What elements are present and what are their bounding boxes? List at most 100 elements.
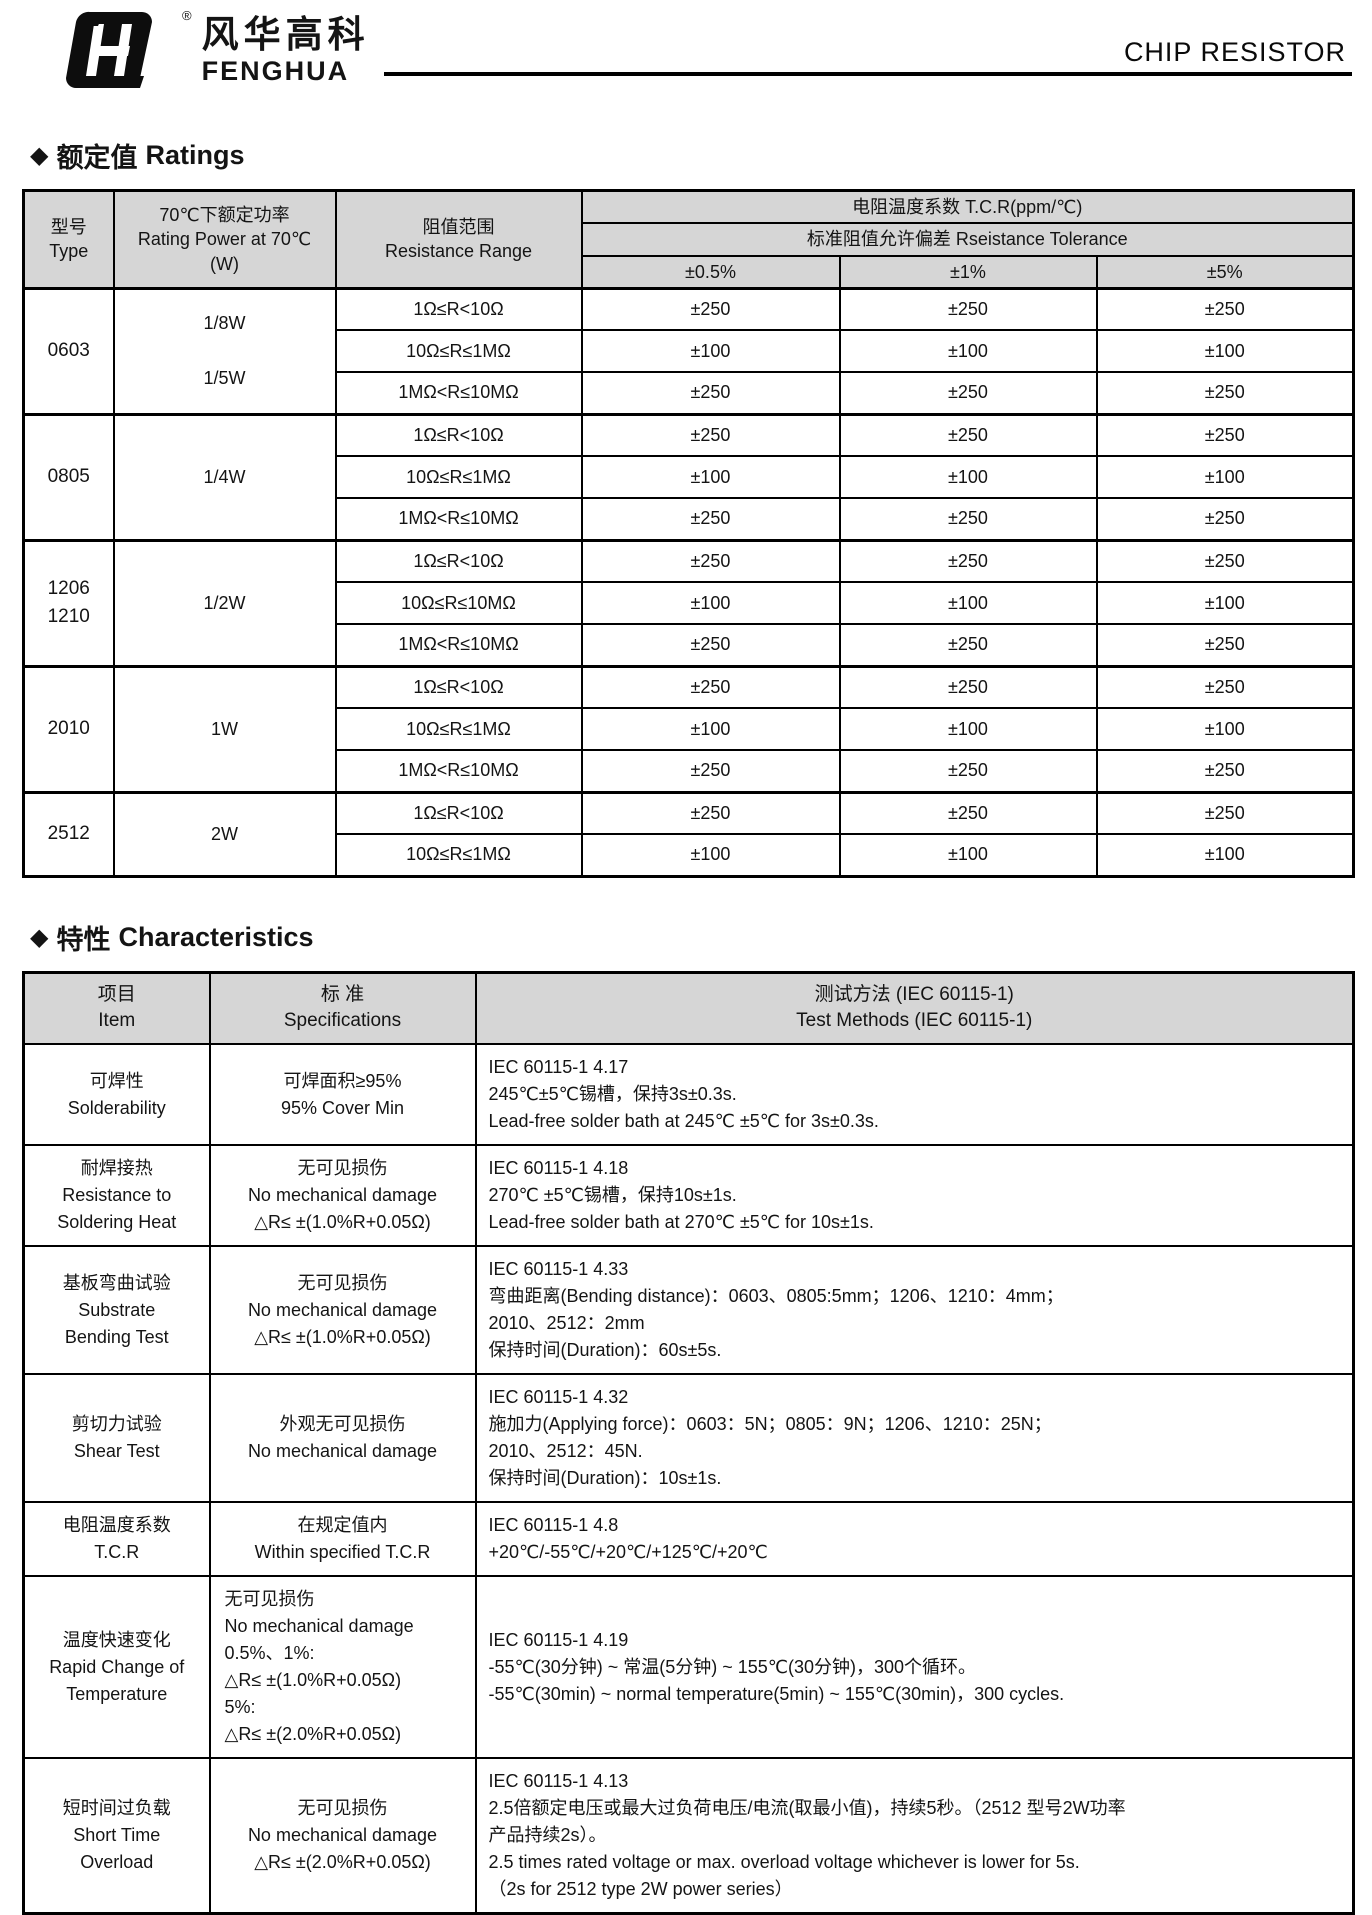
ratings-row: 2512 2W 1Ω≤R<10Ω ±250 ±250 ±250 (22, 790, 1355, 878)
characteristic-item-cell: 可焊性 Solderability (22, 1043, 211, 1147)
ratings-row: 10Ω≤R≤1MΩ ±100 ±100 ±100 (24, 833, 1355, 878)
text-line: T.C.R (94, 1542, 140, 1563)
characteristic-item-cell: 耐焊接热 Resistance to Soldering Heat (22, 1144, 211, 1248)
text-line: 可焊面积≥95% (283, 1070, 402, 1091)
col-header-tol-5: ±5% (1095, 254, 1355, 290)
ratings-row: 1MΩ<R≤10MΩ ±250 ±250 ±250 (24, 749, 1355, 794)
col-header-range: 阻值范围 Resistance Range (334, 189, 583, 290)
ratings-type-cell: 2010 (22, 664, 115, 794)
text-line: 2W (211, 823, 238, 844)
characteristic-spec-cell: 外观无可见损伤 No mechanical damage (208, 1373, 477, 1504)
text-line: 耐焊接热 (80, 1158, 153, 1179)
ratings-tolerance-cell: ±250 (838, 749, 1098, 794)
col-header-tcr: 电阻温度系数 T.C.R(ppm/℃) (580, 189, 1355, 225)
characteristic-spec-cell: 无可见损伤 No mechanical damage △R≤ ±(1.0%R+0.0… (208, 1144, 477, 1248)
text-line: 施加力(Applying force)：0603：5N；0805：9N；1206… (488, 1414, 1052, 1435)
ratings-tolerance-cell: ±250 (838, 286, 1098, 332)
text-line: 0805 (47, 465, 90, 487)
ratings-tolerance-cell: ±250 (1095, 497, 1355, 542)
text-line: 0603 (47, 339, 90, 361)
ratings-header-row-1: 型号 Type 70℃下额定功率 Rating Power at 70℃ (W)… (22, 189, 1355, 290)
ratings-type-cell: 0603 (22, 286, 115, 416)
text-line: 2.5 times rated voltage or max. overload… (488, 1852, 1080, 1873)
ratings-tolerance-cell: ±250 (580, 790, 841, 836)
ratings-tolerance-cell: ±100 (1095, 833, 1355, 878)
text-line: △R≤ ±(2.0%R+0.05Ω) (254, 1852, 431, 1873)
characteristics-row: 电阻温度系数 T.C.R 在规定值内 Within specified T.C.R IE… (22, 1501, 1355, 1578)
ratings-tolerance-cell: ±100 (580, 581, 841, 626)
ratings-tolerance-cell: ±250 (1095, 623, 1355, 668)
text-line: 2010、2512：45N. (488, 1441, 643, 1462)
text-line: 1W (211, 718, 238, 739)
ratings-header-row-3: ±0.5% ±1% ±5% (24, 254, 1355, 290)
ratings-tolerance-cell: ±100 (580, 329, 841, 374)
text-line: IEC 60115-1 4.19 (488, 1629, 629, 1650)
registered-mark: ® (182, 8, 192, 23)
text-line: Resistance to (62, 1185, 172, 1206)
text-line: 1/5W (203, 368, 246, 389)
col-header-test: 测试方法 (IEC 60115-1) Test Methods (IEC 601… (474, 971, 1355, 1046)
characteristics-title-en: Characteristics (118, 921, 314, 952)
text-line: IEC 60115-1 4.18 (488, 1158, 629, 1179)
text-line: 可焊性 (89, 1070, 144, 1091)
ratings-type-cell: 1206 1210 (22, 538, 115, 668)
col-header-power: 70℃下额定功率 Rating Power at 70℃ (W) (112, 189, 337, 290)
ratings-body: 0603 1/8W 1/5W 1Ω≤R<10Ω ±250 ±250 ±250 10Ω≤R≤1M… (22, 286, 1355, 878)
ratings-row: 10Ω≤R≤1MΩ ±100 ±100 ±100 (24, 707, 1355, 752)
text-line: IEC 60115-1 4.8 (488, 1515, 619, 1536)
text-line: 弯曲距离(Bending distance)：0603、0805:5mm；120… (488, 1286, 1064, 1307)
text-line: Solderability (67, 1097, 166, 1118)
col-header-tol-1: ±1% (838, 254, 1098, 290)
text-line: 0.5%、1%: (224, 1643, 315, 1664)
ratings-tolerance-cell: ±250 (1095, 749, 1355, 794)
ratings-range-cell: 10Ω≤R≤1MΩ (334, 707, 583, 752)
col-header-item: 项目 Item (22, 971, 211, 1046)
ratings-row: 1MΩ<R≤10MΩ ±250 ±250 ±250 (24, 623, 1355, 668)
ratings-title-cn: 额定值 (56, 143, 138, 173)
text-line: IEC 60115-1 4.13 (488, 1771, 629, 1792)
text-line: Temperature (66, 1683, 168, 1704)
text-line: +20℃/-55℃/+20℃/+125℃/+20℃ (488, 1542, 768, 1563)
text-line: △R≤ ±(1.0%R+0.05Ω) (254, 1326, 431, 1347)
characteristic-test-cell: IEC 60115-1 4.19 -55℃(30分钟) ~ 常温(5分钟) ~ 1… (474, 1575, 1355, 1760)
ratings-range-cell: 10Ω≤R≤1MΩ (334, 329, 583, 374)
ratings-power-cell: 1W (112, 664, 337, 794)
text-line: 无可见损伤 (224, 1589, 315, 1610)
ratings-range-cell: 1MΩ<R≤10MΩ (334, 371, 583, 416)
characteristic-item-cell: 电阻温度系数 T.C.R (22, 1501, 211, 1578)
text-line: Short Time (73, 1825, 161, 1846)
text-line: Soldering Heat (57, 1212, 177, 1233)
characteristics-row: 基板弯曲试验 Substrate Bending Test 无可见损伤 No mecha… (22, 1245, 1355, 1376)
text-line: 1210 (47, 606, 90, 628)
characteristic-spec-cell: 无可见损伤 No mechanical damage △R≤ ±(2.0%R+0.0… (208, 1757, 477, 1915)
ratings-range-cell: 10Ω≤R≤1MΩ (334, 833, 583, 878)
text-line: 无可见损伤 (297, 1798, 388, 1819)
text-line: 温度快速变化 (62, 1629, 171, 1650)
text-line: Shear Test (73, 1441, 160, 1462)
ratings-tolerance-cell: ±250 (580, 497, 841, 542)
text-line: 保持时间(Duration)：60s±5s. (488, 1340, 722, 1361)
text-line: Substrate (78, 1299, 156, 1320)
ratings-row: 2010 1W 1Ω≤R<10Ω ±250 ±250 ±250 (22, 664, 1355, 794)
ratings-table: 型号 Type 70℃下额定功率 Rating Power at 70℃ (W)… (22, 189, 1356, 878)
ratings-tolerance-cell: ±100 (1095, 329, 1355, 374)
characteristics-section-title: ◆ 特性 Characteristics (30, 918, 1352, 957)
ratings-tolerance-cell: ±100 (580, 707, 841, 752)
brand-logo: ® 风华高科 FENGHUA (22, 8, 370, 90)
text-line: Within specified T.C.R (254, 1542, 431, 1563)
ratings-range-cell: 1Ω≤R<10Ω (334, 790, 583, 836)
characteristic-spec-cell: 可焊面积≥95% 95% Cover Min (208, 1043, 477, 1147)
masthead: ® 风华高科 FENGHUA CHIP RESISTOR (22, 8, 1352, 90)
ratings-range-cell: 1Ω≤R<10Ω (334, 538, 583, 584)
ratings-tolerance-cell: ±100 (838, 455, 1098, 500)
col-header-tol-05: ±0.5% (580, 254, 841, 290)
ratings-section-title: ◆ 额定值 Ratings (30, 136, 1352, 175)
ratings-range-cell: 1Ω≤R<10Ω (334, 664, 583, 710)
ratings-tolerance-cell: ±250 (838, 623, 1098, 668)
diamond-icon: ◆ (30, 923, 49, 951)
ratings-tolerance-cell: ±100 (580, 833, 841, 878)
text-line: No mechanical damage (247, 1825, 438, 1846)
ratings-tolerance-cell: ±250 (580, 664, 841, 710)
text-line: 短时间过负载 (62, 1798, 171, 1819)
ratings-tolerance-cell: ±250 (838, 371, 1098, 416)
